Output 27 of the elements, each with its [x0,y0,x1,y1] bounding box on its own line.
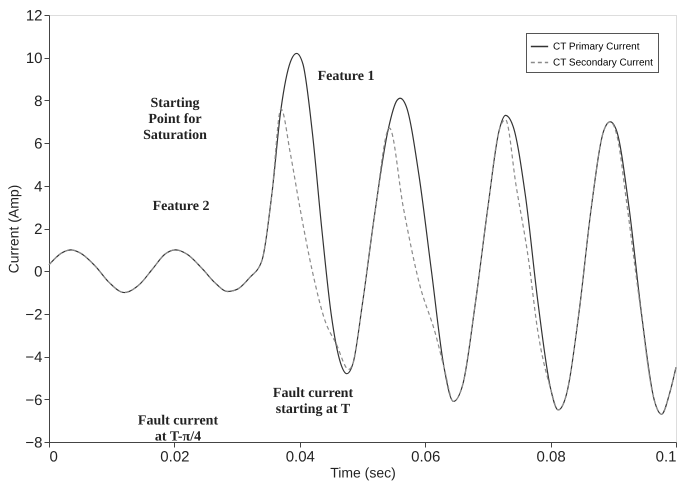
legend-label: CT Secondary Current [553,58,654,68]
x-tick-label: 0.02 [160,448,190,466]
y-tick-label: 4 [34,178,42,196]
x-tick-label: 0 [50,448,58,466]
annotation: Fault current at T-π/4 [138,413,218,444]
y-tick-label: 10 [26,50,42,68]
annotation: Fault current starting at T [272,386,354,417]
y-axis-title: Current (Amp) [5,184,22,274]
y-tick-label: −4 [25,349,42,366]
x-tick-label: 0.08 [536,448,566,466]
x-axis-title: Time (sec) [330,464,396,480]
y-tick-label: 6 [34,136,42,153]
y-tick-label: −2 [25,306,42,324]
annotation: Feature 1 [318,68,374,84]
y-tick-label: 12 [26,8,42,24]
y-tick-label: −6 [25,392,42,409]
legend-label: CT Primary Current [553,42,640,52]
y-tick-label: 2 [34,221,42,238]
annotation: Feature 2 [152,199,210,214]
y-tick-label: 0 [34,264,42,281]
x-tick-label: 0.04 [286,448,315,466]
y-tick-label: 8 [34,92,42,110]
annotation: Starting Point for Saturation [143,96,208,144]
x-tick-label: 0.1 [656,448,676,466]
line-series [48,52,677,415]
x-tick-label: 0.06 [411,448,440,466]
y-tick-label: −8 [25,434,42,452]
